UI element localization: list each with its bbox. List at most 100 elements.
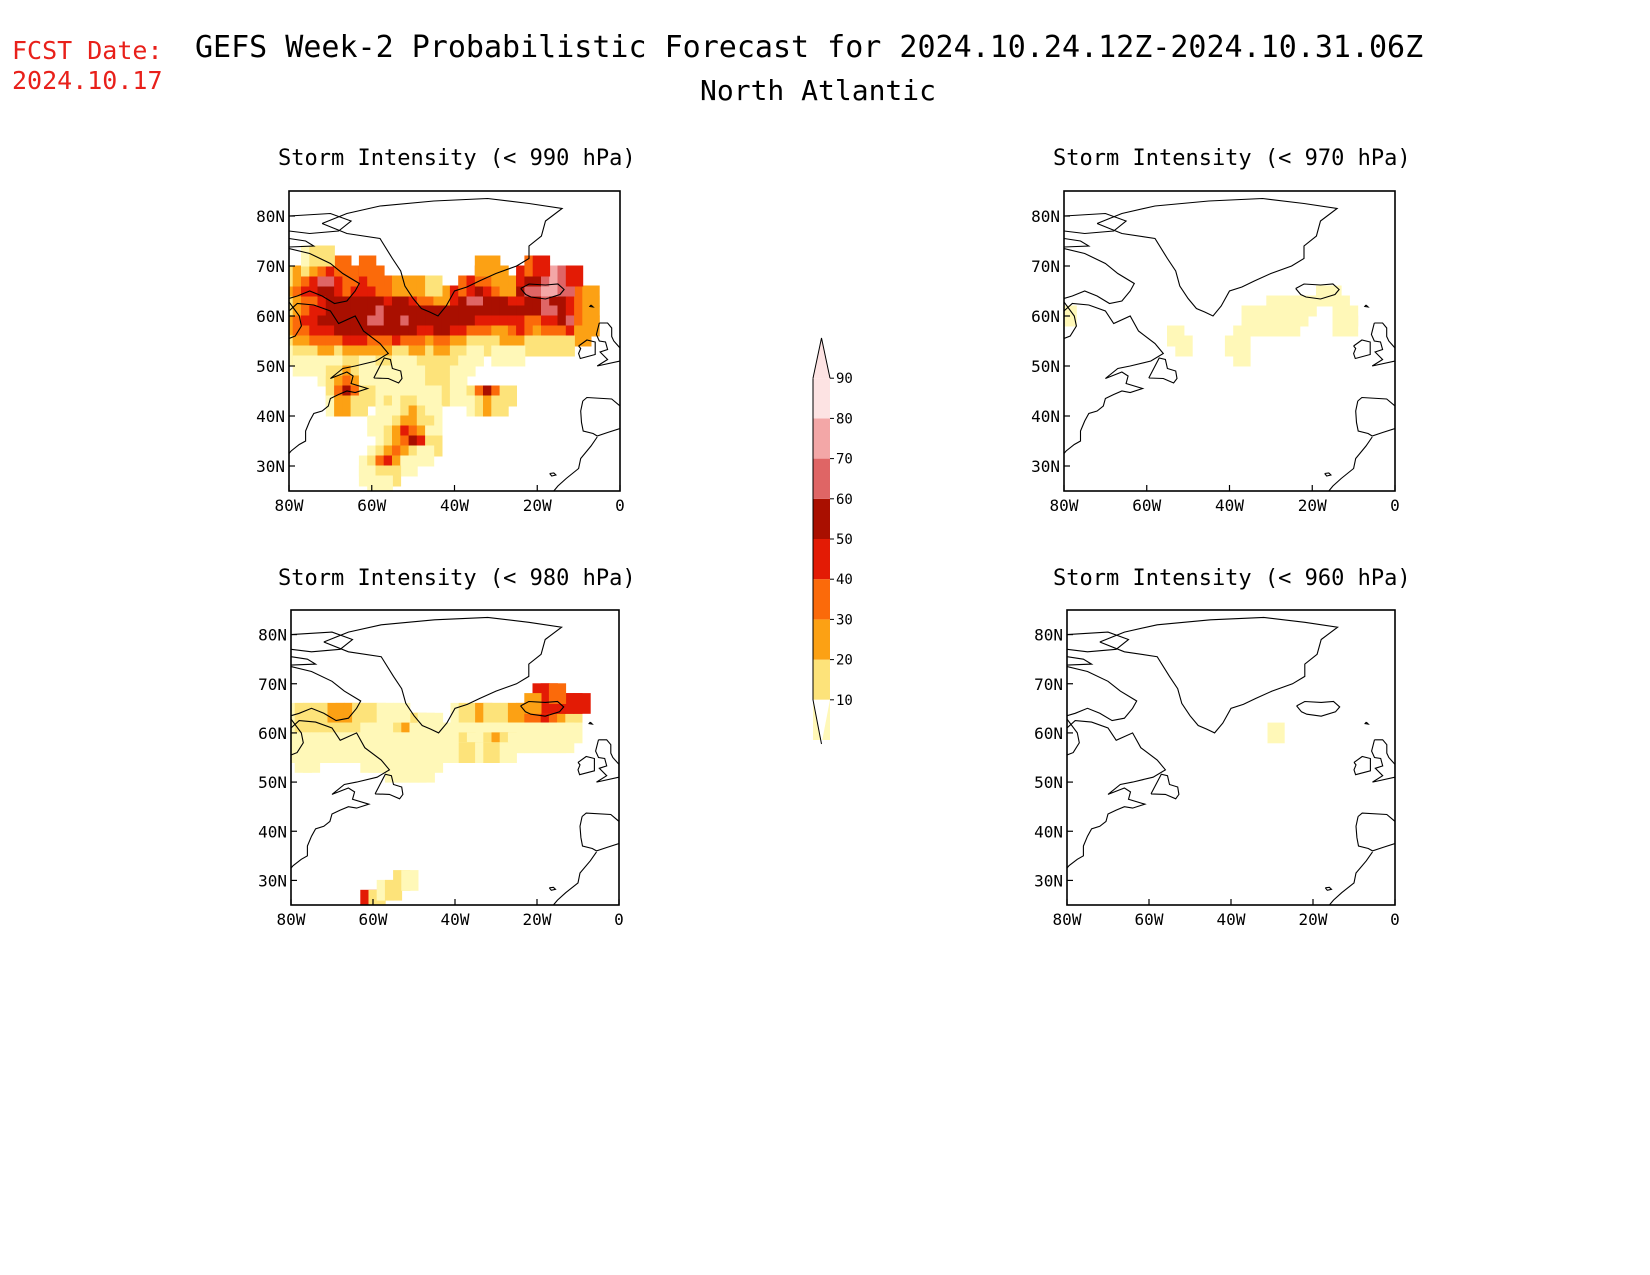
lat-tick-label: 40N	[256, 407, 285, 426]
lon-tick-label: 20W	[523, 910, 552, 929]
probability-cell	[401, 870, 419, 891]
coastline	[595, 322, 620, 367]
probability-cell	[400, 455, 418, 477]
probability-cell	[302, 752, 321, 773]
legend-swatch	[813, 378, 830, 419]
color-legend: 10 20 30 40 50 60 70 80 90	[812, 337, 853, 745]
legend-outline	[812, 378, 822, 745]
probability-cell	[557, 335, 575, 357]
coastline	[291, 718, 304, 756]
probability-cell	[507, 345, 526, 367]
coastline	[1064, 302, 1165, 454]
lon-tick-label: 80W	[1050, 496, 1079, 515]
lon-tick-label: 40W	[440, 496, 469, 515]
probability-cell	[358, 255, 377, 277]
coastline	[580, 396, 620, 437]
coastline	[323, 616, 563, 734]
coastline	[1328, 436, 1373, 491]
coastline	[1353, 755, 1371, 776]
lat-tick-label: 30N	[1031, 457, 1060, 476]
lat-tick-label: 40N	[258, 822, 287, 841]
coastline	[1324, 886, 1333, 891]
coastline	[1067, 720, 1167, 869]
lon-tick-label: 0	[1390, 496, 1400, 515]
lat-tick-label: 80N	[1031, 207, 1060, 226]
probability-cell	[1175, 335, 1193, 357]
probability-cell	[565, 265, 584, 287]
legend-tick-label: 40	[836, 572, 853, 588]
lat-tick-label: 60N	[1034, 724, 1063, 743]
legend-tick-label: 60	[836, 492, 853, 508]
probability-cell	[301, 355, 319, 377]
coastline	[1064, 237, 1091, 248]
coastline	[588, 721, 594, 725]
coastline	[549, 472, 558, 477]
coastlines	[1064, 197, 1395, 491]
legend-swatch	[813, 539, 830, 580]
probability-cell	[375, 475, 393, 491]
coastline	[291, 665, 362, 722]
panel-title: Storm Intensity (< 990 hPa)	[278, 146, 636, 171]
lon-tick-label: 40W	[1217, 910, 1246, 929]
coastlines	[1067, 616, 1395, 905]
coastline	[1067, 718, 1080, 756]
page-subtitle: North Atlantic	[700, 74, 937, 107]
coastline	[321, 197, 564, 317]
lat-tick-label: 70N	[256, 257, 285, 276]
lat-tick-label: 60N	[256, 307, 285, 326]
coastline	[579, 812, 619, 852]
coastline	[289, 302, 390, 454]
legend-swatch	[813, 458, 830, 499]
lon-tick-label: 60W	[357, 496, 386, 515]
probability-cell	[548, 683, 567, 704]
coastline	[1371, 739, 1395, 783]
panel-980: Storm Intensity (< 980 hPa) 80W 60W 40W 20W 0…	[258, 566, 636, 929]
legend-swatch	[813, 659, 830, 700]
lon-tick-label: 20W	[1298, 496, 1327, 515]
coastline	[595, 739, 619, 783]
coastline	[520, 700, 565, 717]
lon-tick-label: 40W	[441, 910, 470, 929]
probability-cell	[1233, 345, 1251, 367]
coastline	[1355, 812, 1395, 852]
probability-cell	[449, 385, 468, 407]
probability-cell	[1064, 305, 1077, 327]
coastline	[1064, 212, 1128, 235]
coastline	[520, 283, 565, 300]
lat-tick-label: 70N	[1031, 257, 1060, 276]
coastline	[1363, 304, 1370, 308]
lon-tick-label: 60W	[359, 910, 388, 929]
legend-cap-top	[812, 337, 831, 379]
fcst-date-value: 2024.10.17	[12, 66, 163, 95]
coastline	[1099, 616, 1339, 734]
lat-tick-label: 60N	[258, 724, 287, 743]
probability-cell	[483, 255, 501, 277]
coastline	[374, 773, 404, 800]
probability-cell	[1282, 315, 1301, 337]
lat-tick-label: 50N	[256, 357, 285, 376]
coastline	[1324, 472, 1333, 477]
fcst-date-label: FCST Date:	[12, 36, 163, 65]
lon-tick-label: 20W	[1299, 910, 1328, 929]
legend-swatch	[813, 498, 830, 539]
coastline	[1364, 721, 1370, 725]
legend-tick-label: 10	[836, 693, 853, 709]
coastline	[1096, 197, 1339, 317]
coastline	[1328, 851, 1373, 905]
lat-tick-label: 70N	[258, 675, 287, 694]
lat-tick-label: 80N	[256, 207, 285, 226]
coastline	[1295, 283, 1340, 300]
coastline	[1067, 665, 1138, 722]
coastline	[1370, 322, 1395, 367]
coastline	[1064, 247, 1136, 305]
probability-cell	[400, 275, 418, 297]
coastline	[291, 656, 318, 666]
lat-tick-label: 70N	[1034, 675, 1063, 694]
coastline	[289, 301, 302, 340]
lat-tick-label: 30N	[258, 871, 287, 890]
lat-tick-label: 50N	[258, 773, 287, 792]
probability-cell	[574, 325, 592, 347]
coastline	[291, 631, 354, 653]
lon-tick-label: 0	[615, 496, 625, 515]
